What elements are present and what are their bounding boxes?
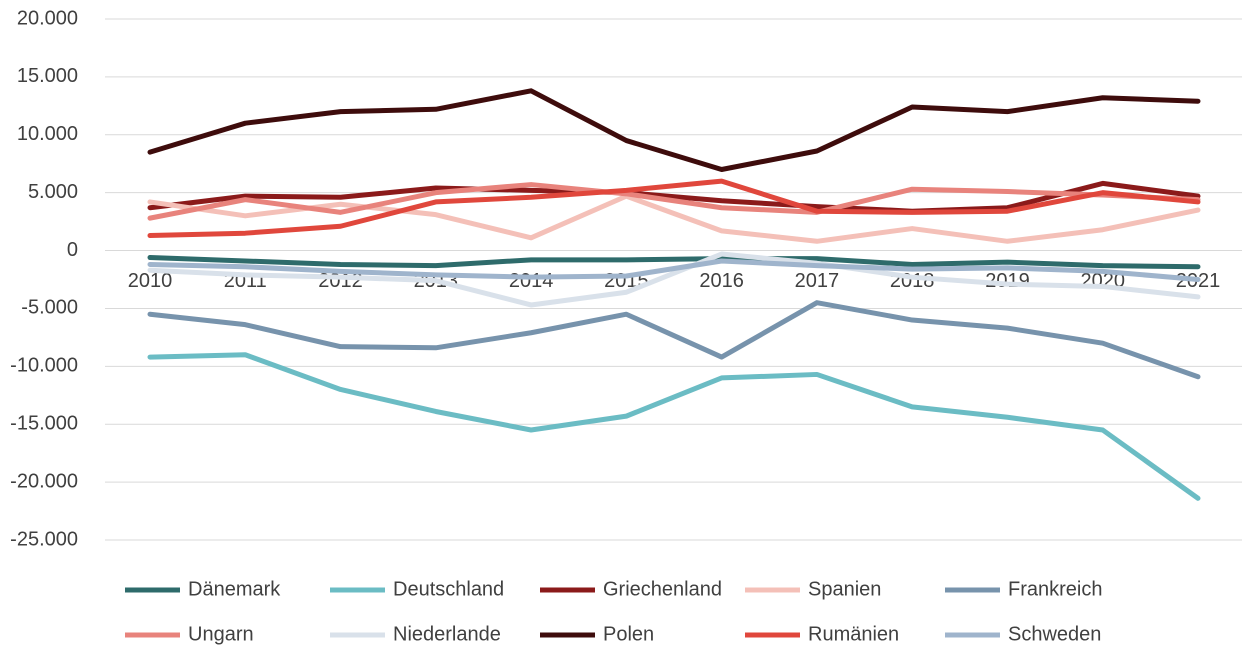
y-tick-label: 20.000 — [17, 7, 78, 29]
y-tick-label: -10.000 — [10, 355, 78, 377]
legend-label: Polen — [603, 623, 654, 645]
y-tick-label: -15.000 — [10, 413, 78, 435]
legend-label: Griechenland — [603, 578, 722, 600]
y-tick-label: 10.000 — [17, 123, 78, 145]
series-line — [147, 352, 1201, 501]
series-line — [147, 251, 1201, 308]
y-tick-label: -25.000 — [10, 528, 78, 550]
x-tick-label: 2010 — [128, 270, 173, 292]
legend-label: Schweden — [1008, 623, 1101, 645]
series-line — [147, 88, 1201, 173]
series-line — [147, 182, 1201, 221]
series-line — [147, 258, 1201, 282]
x-tick-label: 2017 — [795, 270, 840, 292]
y-tick-label: 0 — [67, 239, 78, 261]
series-line — [147, 180, 1201, 214]
x-tick-label: 2016 — [699, 270, 744, 292]
legend-label: Frankreich — [1008, 578, 1102, 600]
y-tick-label: -5.000 — [21, 297, 78, 319]
legend-label: Ungarn — [188, 623, 254, 645]
series-line — [147, 193, 1201, 244]
y-tick-label: 15.000 — [17, 65, 78, 87]
legend-label: Niederlande — [393, 623, 501, 645]
series-line — [147, 300, 1201, 380]
legend-label: Spanien — [808, 578, 881, 600]
legend-label: Deutschland — [393, 578, 504, 600]
legend-label: Rumänien — [808, 623, 899, 645]
x-tick-label: 2014 — [509, 270, 554, 292]
series-line — [147, 178, 1201, 239]
y-tick-label: -20.000 — [10, 470, 78, 492]
y-tick-label: 5.000 — [28, 181, 78, 203]
legend-label: Dänemark — [188, 578, 281, 600]
series-line — [147, 255, 1201, 270]
